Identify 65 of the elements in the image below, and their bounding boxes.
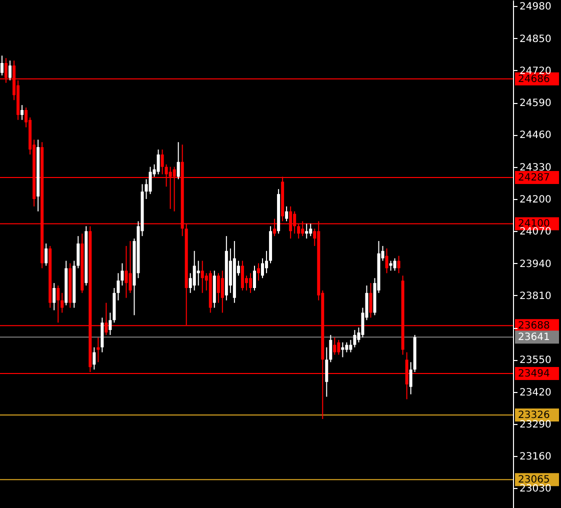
- candlestick: [325, 346, 328, 398]
- candlestick: [52, 282, 56, 311]
- candlestick: [369, 282, 372, 318]
- candlestick: [285, 206, 288, 222]
- y-tick-label: 24850: [520, 34, 552, 45]
- ref-line-label: 23494: [518, 368, 550, 380]
- candlestick: [393, 258, 396, 272]
- candlestick: [345, 342, 348, 353]
- candlestick: [96, 336, 100, 363]
- candlestick: [252, 265, 256, 291]
- candlestick: [349, 339, 352, 353]
- candlestick: [76, 236, 80, 269]
- candlestick: [337, 339, 340, 356]
- candlestick: [124, 245, 128, 298]
- candlestick: [397, 255, 400, 274]
- candlestick: [261, 258, 264, 279]
- candlestick: [160, 149, 164, 175]
- candlestick: [305, 223, 308, 240]
- candlestick: [309, 223, 312, 237]
- candlestick: [257, 262, 260, 282]
- candlestick: [385, 248, 388, 274]
- candlestick: [220, 270, 224, 314]
- y-tick-label: 23030: [520, 484, 552, 495]
- candlestick: [128, 240, 132, 294]
- candlestick: [20, 104, 24, 120]
- candlestick: [148, 166, 152, 195]
- candlestick: [92, 346, 96, 370]
- y-tick-label: 23550: [520, 355, 552, 366]
- candlestick: [200, 260, 204, 294]
- candlestick: [240, 260, 244, 291]
- y-tick-label: 23810: [520, 290, 552, 302]
- candlestick: [108, 312, 112, 336]
- candlestick: [409, 362, 412, 395]
- candlestick: [329, 334, 332, 363]
- y-tick-label: 23160: [520, 452, 552, 463]
- candlestick: [333, 336, 336, 356]
- ref-line-label: 24287: [518, 172, 550, 184]
- candlestick: [265, 250, 268, 274]
- ref-line-label: 23326: [518, 410, 550, 422]
- candlestick: [192, 250, 196, 291]
- y-tick-label: 24460: [520, 130, 552, 142]
- candlestick: [176, 142, 180, 180]
- candlestick: [44, 242, 48, 266]
- y-tick-label: 23290: [520, 419, 552, 430]
- candlestick: [0, 55, 4, 76]
- ref-line-label: 23688: [518, 320, 550, 332]
- y-tick-label: 24980: [520, 2, 552, 13]
- y-tick-label: 23940: [520, 258, 552, 270]
- candlestick: [120, 262, 124, 286]
- candlestick: [156, 149, 160, 175]
- ref-line-label: 24686: [518, 74, 550, 85]
- y-tick-label: 24330: [520, 162, 552, 174]
- y-tick-label: 24200: [520, 194, 552, 206]
- candlestick: [341, 342, 344, 358]
- candlestick: [216, 272, 220, 304]
- candlestick: [8, 60, 12, 81]
- candlestick: [196, 260, 200, 286]
- candlestick: [116, 272, 120, 301]
- y-tick-label: 23420: [520, 387, 552, 398]
- candlestick: [60, 292, 64, 314]
- y-tick-label: 24590: [520, 98, 552, 110]
- candlestick: [353, 330, 356, 348]
- candlestick: [248, 272, 252, 294]
- ref-line-label: 23641: [518, 332, 550, 344]
- candlestick: [56, 285, 60, 324]
